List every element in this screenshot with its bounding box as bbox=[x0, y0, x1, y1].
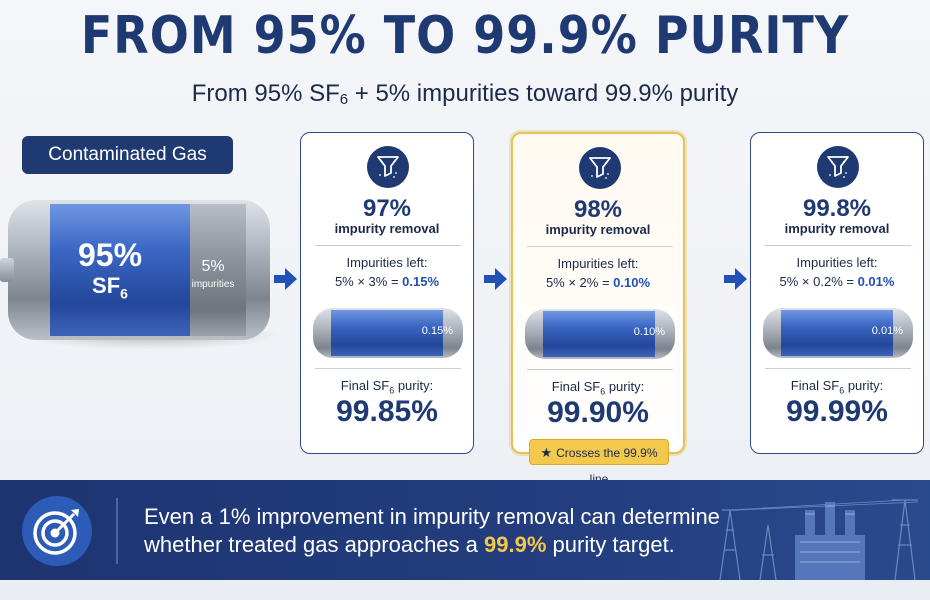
star-icon: ★ bbox=[540, 445, 553, 460]
impurity-calculation: 5% × 3% = 0.15% bbox=[334, 274, 440, 289]
impurities-left-label: Impurities left: bbox=[557, 256, 639, 271]
sf6-section bbox=[50, 204, 190, 336]
filter-icon bbox=[579, 147, 621, 189]
footer-banner: Even a 1% improvement in impurity remova… bbox=[0, 480, 930, 580]
stage-card-99-8: 99.8% impurity removal Impurities left: … bbox=[750, 132, 924, 454]
final-purity-label: Final SF6 purity: bbox=[790, 378, 884, 396]
arrow-right-icon bbox=[274, 268, 297, 290]
tank-fill bbox=[331, 310, 443, 356]
final-purity-value: 99.85% bbox=[336, 395, 438, 428]
tank-value: 0.15% bbox=[421, 325, 453, 337]
impurity-calculation: 5% × 0.2% = 0.01% bbox=[779, 274, 895, 289]
final-purity-value: 99.99% bbox=[786, 395, 888, 428]
footer-divider bbox=[116, 498, 118, 564]
footer-line-1: Even a 1% improvement in impurity remova… bbox=[144, 504, 720, 529]
impurities-left-label: Impurities left: bbox=[346, 255, 428, 270]
impurities-left-label: Impurities left: bbox=[796, 255, 878, 270]
remaining-tank: 0.15% bbox=[313, 308, 463, 358]
sf6-label: SF6 bbox=[92, 273, 128, 302]
divider bbox=[527, 246, 673, 247]
stage-card-98: 98% impurity removal Impurities left: 5%… bbox=[511, 132, 685, 486]
remaining-tank: 0.01% bbox=[763, 308, 913, 358]
impurity-percent: 5% bbox=[201, 258, 225, 275]
tank-value: 0.10% bbox=[633, 326, 665, 338]
divider bbox=[765, 368, 911, 369]
impurity-section bbox=[190, 204, 246, 336]
filter-icon bbox=[367, 146, 409, 188]
tank-fill bbox=[781, 310, 893, 356]
contaminated-gas-label: Contaminated Gas bbox=[22, 136, 233, 174]
divider bbox=[315, 368, 461, 369]
footer-message: Even a 1% improvement in impurity remova… bbox=[144, 503, 744, 559]
tank-fill bbox=[543, 311, 655, 357]
stage-card-97: 97% impurity removal Impurities left: 5%… bbox=[300, 132, 474, 454]
removal-percent: 98% bbox=[573, 196, 623, 223]
arrow-right-icon bbox=[724, 268, 747, 290]
arrow-right-icon bbox=[484, 268, 507, 290]
impurity-label: impurities bbox=[191, 279, 235, 290]
removal-percent: 99.8% bbox=[802, 195, 872, 222]
final-purity-value: 99.90% bbox=[547, 396, 649, 429]
removal-percent: 97% bbox=[362, 195, 412, 222]
impurity-calculation: 5% × 2% = 0.10% bbox=[545, 275, 651, 290]
contaminated-tank bbox=[0, 200, 270, 340]
divider bbox=[765, 245, 911, 246]
subtitle: From 95% SF6 + 5% impurities toward 99.9… bbox=[191, 80, 739, 108]
footer-line-2: whether treated gas approaches a 99.9% p… bbox=[144, 532, 675, 557]
sf6-percent: 95% bbox=[77, 237, 143, 273]
threshold-badge: ★ Crosses the 99.9% line bbox=[529, 439, 669, 486]
divider bbox=[527, 369, 673, 370]
final-purity-label: Final SF6 purity: bbox=[340, 378, 434, 396]
divider bbox=[315, 245, 461, 246]
tank-nozzle bbox=[0, 258, 14, 282]
remaining-tank: 0.10% bbox=[525, 309, 675, 359]
removal-label: impurity removal bbox=[334, 221, 440, 236]
substation-illustration bbox=[719, 499, 919, 580]
removal-label: impurity removal bbox=[545, 222, 651, 237]
tank-value: 0.01% bbox=[871, 325, 903, 337]
target-icon bbox=[22, 496, 92, 566]
removal-label: impurity removal bbox=[784, 221, 890, 236]
page-title: FROM 95% TO 99.9% PURITY bbox=[80, 4, 850, 66]
filter-icon bbox=[817, 146, 859, 188]
final-purity-label: Final SF6 purity: bbox=[551, 379, 645, 397]
